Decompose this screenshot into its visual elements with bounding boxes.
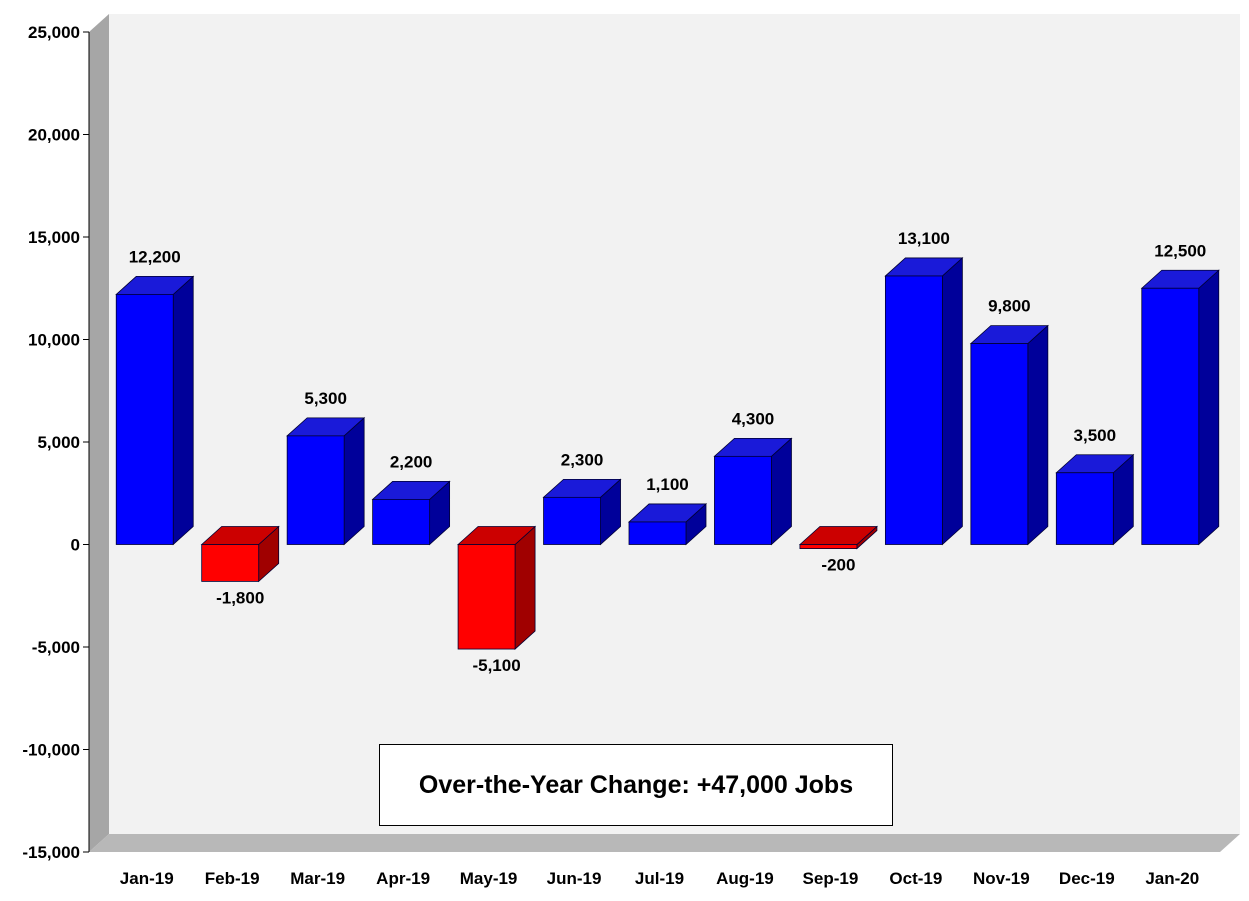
bar	[542, 478, 622, 546]
bar-side	[771, 437, 792, 546]
data-label: 12,500	[1154, 241, 1206, 260]
annotation-text: Over-the-Year Change: +47,000 Jobs	[418, 770, 854, 799]
bar	[798, 525, 878, 550]
bar-side	[1198, 269, 1220, 546]
data-label: 2,300	[561, 450, 604, 469]
y-tick-label: 5,000	[37, 433, 80, 452]
bar-front	[115, 293, 174, 545]
x-tick-label: Apr-19	[376, 869, 430, 888]
bar	[457, 525, 537, 650]
data-label: 13,100	[898, 229, 950, 248]
data-label: -1,800	[216, 588, 264, 607]
data-label: 3,500	[1074, 426, 1117, 445]
data-label: -5,100	[472, 656, 520, 675]
bar-front	[201, 544, 260, 582]
data-label: 5,300	[304, 389, 347, 408]
data-label: 12,200	[129, 247, 181, 266]
y-tick-label: 25,000	[28, 23, 80, 42]
x-tick-label: Aug-19	[716, 869, 774, 888]
y-tick-label: -10,000	[22, 741, 80, 760]
bar	[200, 525, 280, 583]
bar-front	[457, 544, 516, 650]
bar	[969, 324, 1049, 546]
bar-side	[514, 525, 536, 650]
data-label: -200	[821, 556, 855, 575]
bar-front	[628, 521, 687, 545]
x-tick-label: Feb-19	[205, 869, 260, 888]
bar-side	[172, 275, 194, 546]
annotation-box: Over-the-Year Change: +47,000 Jobs	[379, 744, 893, 826]
bar-front	[543, 496, 601, 545]
bar-front	[1055, 472, 1114, 545]
x-tick-label: Sep-19	[803, 869, 859, 888]
bar	[286, 416, 366, 546]
bar	[115, 275, 195, 546]
bar-front	[970, 343, 1029, 545]
plot-left-wall	[89, 14, 109, 852]
bar	[884, 257, 964, 546]
x-tick-label: Oct-19	[889, 869, 942, 888]
bar	[1140, 269, 1220, 546]
bar-front	[714, 455, 772, 545]
y-tick-label: 15,000	[28, 228, 80, 247]
x-tick-label: Jan-20	[1145, 869, 1199, 888]
x-tick-label: May-19	[460, 869, 518, 888]
bar	[1055, 453, 1135, 546]
x-tick-label: Jun-19	[547, 869, 602, 888]
bar-front	[286, 435, 345, 545]
bar	[371, 480, 451, 546]
x-tick-label: Nov-19	[973, 869, 1030, 888]
y-tick-label: 20,000	[28, 126, 80, 145]
bar-front	[884, 275, 943, 545]
x-tick-label: Dec-19	[1059, 869, 1115, 888]
x-tick-label: Jul-19	[635, 869, 684, 888]
y-tick-label: 10,000	[28, 331, 80, 350]
plot-floor	[89, 834, 1240, 852]
y-tick-label: 0	[71, 536, 80, 555]
y-tick-label: -15,000	[22, 843, 80, 862]
y-tick-label: -5,000	[32, 638, 80, 657]
x-axis: Jan-19 Feb-19 Mar-19 Apr-19 May-19 Jun-19 Jul-…	[120, 869, 1199, 888]
bar-side	[1027, 324, 1049, 546]
y-axis: 25,000 20,000 15,000 10,000 5,000 0 -5,000 -10,…	[22, 23, 90, 862]
data-label: 9,800	[988, 297, 1031, 316]
x-tick-label: Mar-19	[290, 869, 345, 888]
data-label: 2,200	[390, 452, 433, 471]
x-tick-label: Jan-19	[120, 869, 174, 888]
bar-front	[799, 544, 858, 549]
bar	[627, 503, 708, 546]
bar	[713, 437, 793, 546]
bar-front	[1141, 287, 1200, 545]
bar-side	[343, 416, 365, 546]
data-label: 4,300	[732, 409, 775, 428]
bars: 12,200 -1,800 5,300 2,200 -5,100 2,300 1,100 4,…	[115, 229, 1220, 675]
chart-walls	[89, 14, 1240, 852]
plot-back-wall	[109, 14, 1240, 834]
bar-side	[941, 257, 963, 546]
bar-front	[372, 498, 431, 545]
data-label: 1,100	[646, 475, 689, 494]
